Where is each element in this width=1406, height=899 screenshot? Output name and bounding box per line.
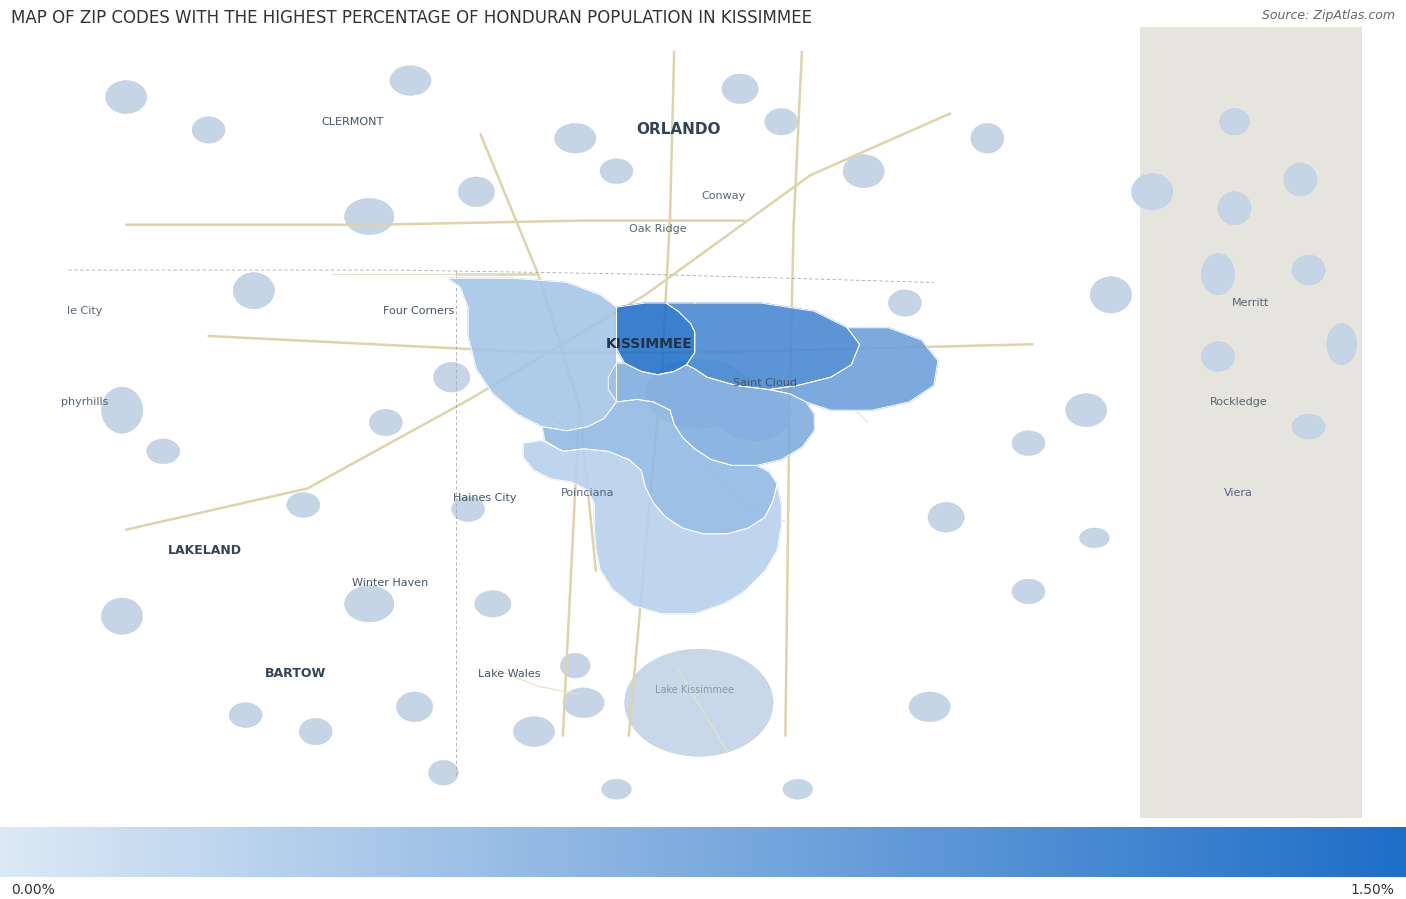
Ellipse shape [1132, 174, 1173, 210]
Polygon shape [609, 363, 814, 466]
Polygon shape [447, 279, 616, 431]
Text: Rockledge: Rockledge [1209, 397, 1268, 407]
Text: Lake Kissimmee: Lake Kissimmee [655, 685, 734, 695]
Text: Merritt: Merritt [1232, 298, 1270, 308]
Ellipse shape [928, 503, 965, 532]
Ellipse shape [717, 387, 792, 441]
Ellipse shape [1012, 431, 1045, 456]
Ellipse shape [451, 497, 485, 521]
Ellipse shape [458, 177, 495, 207]
Text: ORLANDO: ORLANDO [636, 122, 720, 138]
Ellipse shape [910, 692, 950, 722]
Text: LAKELAND: LAKELAND [167, 544, 242, 556]
Ellipse shape [433, 362, 470, 392]
Ellipse shape [1327, 324, 1357, 365]
Ellipse shape [370, 409, 402, 436]
Text: KISSIMMEE: KISSIMMEE [606, 337, 693, 352]
Text: Four Corners: Four Corners [382, 307, 454, 316]
Ellipse shape [396, 692, 433, 722]
Text: BARTOW: BARTOW [264, 667, 326, 681]
Text: Viera: Viera [1225, 487, 1253, 497]
Bar [1140, 27, 1362, 818]
Text: 0.00%: 0.00% [11, 883, 55, 897]
Ellipse shape [1012, 579, 1045, 604]
Ellipse shape [101, 598, 142, 635]
Ellipse shape [389, 66, 432, 95]
Ellipse shape [889, 289, 921, 316]
Ellipse shape [783, 779, 813, 799]
Polygon shape [523, 441, 782, 614]
Ellipse shape [562, 688, 605, 717]
Ellipse shape [844, 155, 884, 188]
Text: 1.50%: 1.50% [1351, 883, 1395, 897]
Text: Lake Wales: Lake Wales [478, 669, 540, 679]
Ellipse shape [1292, 414, 1326, 439]
Text: Haines City: Haines City [453, 494, 516, 503]
Ellipse shape [765, 109, 797, 135]
Ellipse shape [475, 591, 510, 617]
Ellipse shape [624, 649, 773, 756]
Ellipse shape [344, 199, 394, 235]
Polygon shape [769, 328, 938, 410]
Ellipse shape [721, 74, 758, 103]
Ellipse shape [233, 272, 274, 308]
Ellipse shape [1284, 163, 1317, 196]
Ellipse shape [561, 654, 591, 678]
Ellipse shape [146, 439, 180, 464]
Text: le City: le City [67, 307, 103, 316]
Ellipse shape [1080, 528, 1109, 547]
Ellipse shape [600, 159, 633, 183]
Text: CLERMONT: CLERMONT [322, 117, 384, 127]
Ellipse shape [970, 123, 1004, 153]
Ellipse shape [287, 493, 319, 517]
Text: Conway: Conway [702, 191, 745, 200]
Ellipse shape [299, 718, 332, 744]
Ellipse shape [645, 359, 752, 428]
Ellipse shape [1292, 255, 1326, 285]
Text: Source: ZipAtlas.com: Source: ZipAtlas.com [1261, 9, 1395, 22]
Ellipse shape [602, 779, 631, 799]
Text: MAP OF ZIP CODES WITH THE HIGHEST PERCENTAGE OF HONDURAN POPULATION IN KISSIMMEE: MAP OF ZIP CODES WITH THE HIGHEST PERCEN… [11, 9, 813, 27]
Text: Winter Haven: Winter Haven [352, 578, 427, 588]
Ellipse shape [1219, 109, 1250, 135]
Ellipse shape [429, 761, 458, 785]
Ellipse shape [1202, 342, 1234, 371]
Ellipse shape [1218, 191, 1251, 225]
Polygon shape [616, 303, 695, 375]
Ellipse shape [1202, 254, 1234, 295]
Ellipse shape [101, 387, 142, 433]
Ellipse shape [344, 586, 394, 622]
Text: Poinciana: Poinciana [561, 487, 614, 497]
Text: Saint Cloud: Saint Cloud [733, 378, 797, 388]
Text: phyrhills: phyrhills [62, 397, 108, 407]
Ellipse shape [1066, 394, 1107, 427]
Polygon shape [666, 303, 859, 389]
Ellipse shape [554, 123, 596, 153]
Text: Oak Ridge: Oak Ridge [628, 224, 686, 234]
Ellipse shape [1090, 277, 1132, 313]
Ellipse shape [229, 703, 262, 727]
Ellipse shape [193, 117, 225, 143]
Ellipse shape [513, 717, 554, 746]
Polygon shape [543, 399, 778, 534]
Ellipse shape [105, 81, 146, 113]
